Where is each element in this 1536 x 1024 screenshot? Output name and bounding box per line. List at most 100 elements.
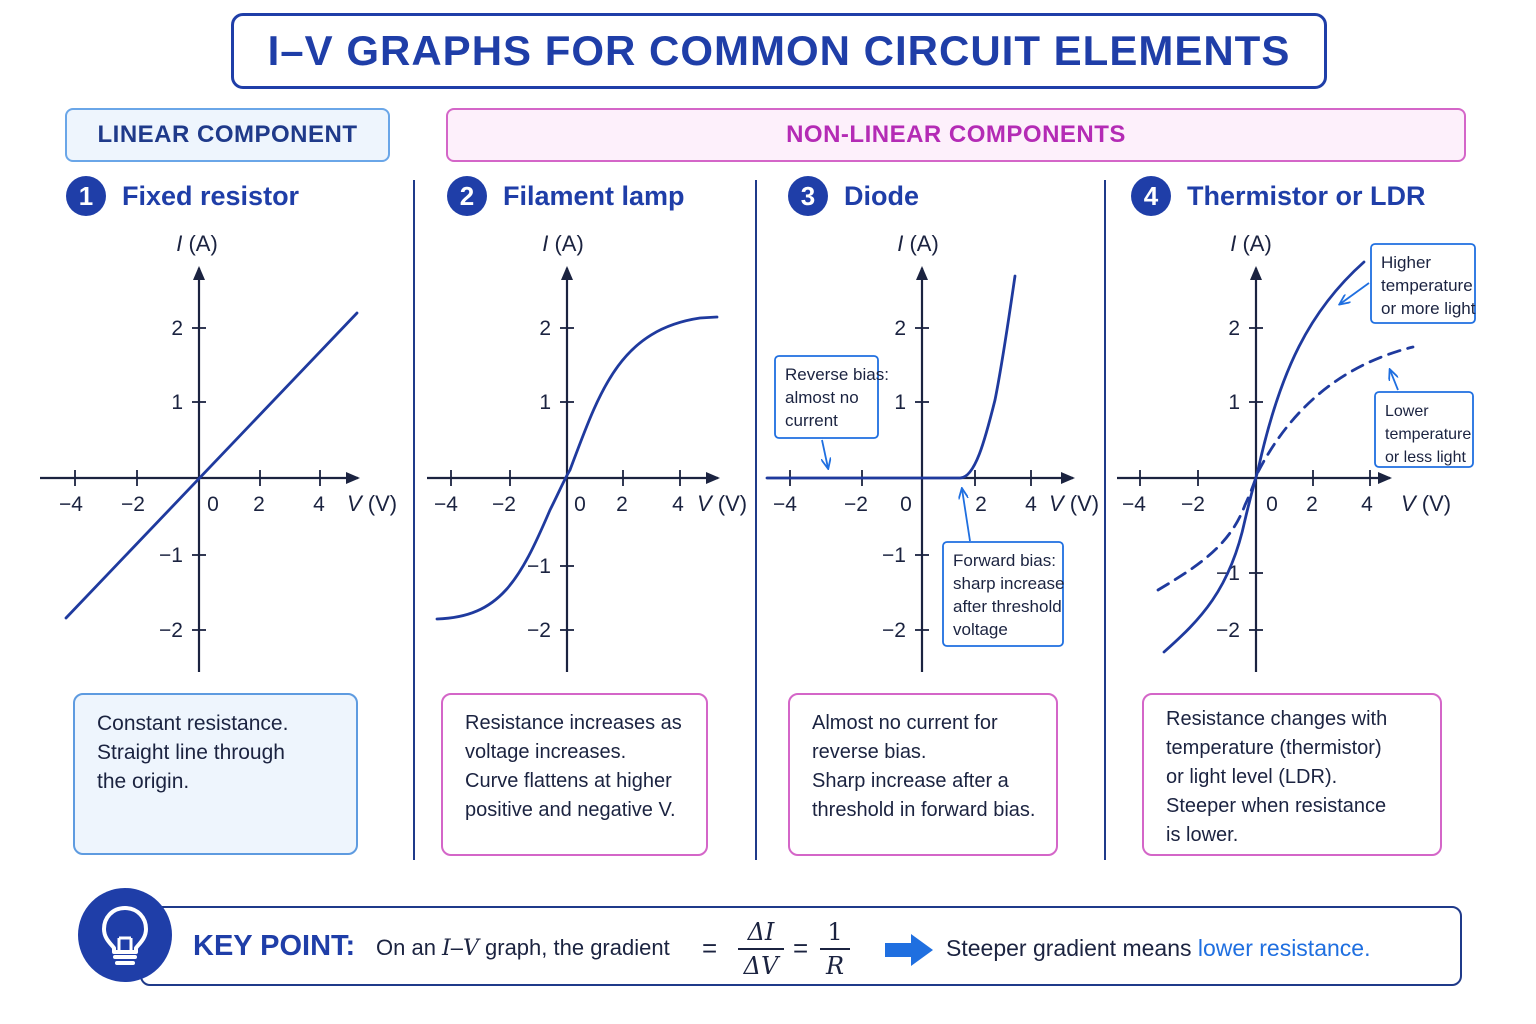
- description-line: Resistance changes with: [1166, 708, 1388, 730]
- x-tick-label: 4: [1025, 493, 1037, 516]
- fraction-denominator: ΔV: [743, 952, 779, 980]
- description-line: threshold in forward bias.: [812, 799, 1036, 821]
- fraction-gradient: ΔI ΔV: [738, 918, 784, 980]
- callout-line: Lower: [1385, 403, 1429, 420]
- panel-header-thermistor: 4 Thermistor or LDR: [1131, 176, 1426, 216]
- panel-number: 1: [66, 176, 106, 216]
- x-tick-label: 4: [1361, 493, 1373, 516]
- key-point-text: On an I–V graph, the gradient: [376, 935, 670, 961]
- x-tick-label: −4: [773, 493, 797, 516]
- diode-curve: [765, 274, 1017, 480]
- curves-layer: [64, 260, 1415, 654]
- callout-line: Reverse bias:: [785, 365, 889, 384]
- description-line: Curve flattens at higher: [465, 770, 672, 792]
- lightbulb-icon: [78, 888, 172, 982]
- y-tick-label: 1: [171, 391, 183, 414]
- description-resistor: Constant resistance. Straight line throu…: [73, 693, 358, 855]
- panel-header-resistor: 1 Fixed resistor: [66, 176, 299, 216]
- x-tick-label: −2: [844, 493, 868, 516]
- x-tick-label: 4: [672, 493, 684, 516]
- y-tick-label: 2: [539, 317, 551, 340]
- thermistor-high-curve: [1162, 260, 1366, 654]
- callout-box: [942, 541, 1064, 647]
- description-diode: Almost no current for reverse bias. Shar…: [788, 693, 1058, 856]
- description-lamp: Resistance increases as voltage increase…: [441, 693, 708, 856]
- x-tick-label: −4: [434, 493, 458, 516]
- x-tick-label: −2: [1181, 493, 1205, 516]
- key-point-result: Steeper gradient means lower resistance.: [946, 935, 1370, 962]
- y-tick-label: −2: [882, 619, 906, 642]
- x-tick-label: 4: [313, 493, 325, 516]
- key-text-part: graph, the gradient: [478, 935, 670, 960]
- nonlinear-category-header: NON-LINEAR COMPONENTS: [446, 108, 1466, 162]
- panel-number: 2: [447, 176, 487, 216]
- arrow-right-icon: [885, 934, 933, 966]
- callout-arrow: [822, 439, 828, 468]
- key-text-part: On an: [376, 935, 443, 960]
- callout-line: Higher: [1381, 253, 1431, 272]
- x-tick-label: −4: [1122, 493, 1146, 516]
- x-axis-label: V (V): [1401, 491, 1451, 516]
- key-text-i: I: [442, 936, 451, 961]
- callout-line: voltage: [953, 620, 1008, 639]
- x-axis-label: V (V): [697, 491, 747, 516]
- key-point-label: KEY POINT:: [193, 930, 356, 962]
- x-tick-label: 0: [1266, 493, 1278, 516]
- description-line: Steeper when resistance: [1166, 795, 1387, 817]
- fraction-denominator: R: [825, 952, 845, 980]
- description-thermistor: Resistance changes with temperature (the…: [1142, 693, 1442, 856]
- x-axis-label: V (V): [1049, 491, 1099, 516]
- description-line: positive and negative V.: [465, 799, 676, 821]
- description-line: Straight line through: [97, 741, 285, 764]
- y-tick-label: 2: [171, 317, 183, 340]
- callout-arrow: [962, 489, 971, 542]
- equals-sign: =: [793, 933, 809, 963]
- x-tick-label: 2: [616, 493, 628, 516]
- description-line: the origin.: [97, 770, 190, 793]
- description-line: temperature (thermistor): [1166, 737, 1382, 759]
- fraction-inverse-r: 1 R: [820, 918, 850, 980]
- callout-line: current: [785, 411, 838, 430]
- panel-number: 4: [1131, 176, 1171, 216]
- key-text-dash: –: [450, 935, 463, 960]
- y-tick-label: 1: [894, 391, 906, 414]
- x-tick-label: 0: [207, 493, 219, 516]
- page-title-box: I–V GRAPHS FOR COMMON CIRCUIT ELEMENTS: [231, 13, 1327, 89]
- callout-box: [774, 355, 879, 439]
- x-tick-label: 0: [574, 493, 586, 516]
- y-tick-label: −1: [527, 555, 551, 578]
- axes-layer: −4 −2 0 2 4 2 1 −1 −2 I (A) V (V) −4 −2 0 2 4 2 1 −1 −2 I (A…: [40, 231, 1451, 672]
- description-line: reverse bias.: [812, 741, 927, 763]
- equals-sign: =: [702, 933, 718, 963]
- fraction-numerator: ΔI: [747, 918, 775, 946]
- callout-higher-temperature: Higher temperature or more light: [1370, 243, 1476, 324]
- panel-title: Diode: [844, 180, 920, 211]
- description-line: voltage increases.: [465, 741, 627, 763]
- y-axis-label: I (A): [176, 231, 218, 256]
- key-text-v: V: [463, 936, 479, 961]
- panel-title: Thermistor or LDR: [1187, 180, 1426, 211]
- callout-line: sharp increase: [953, 574, 1065, 593]
- panel-header-lamp: 2 Filament lamp: [447, 176, 685, 216]
- callout-arrow: [1340, 282, 1370, 304]
- y-tick-label: −1: [159, 544, 183, 567]
- callout-line: temperature: [1385, 426, 1471, 443]
- callout-line: temperature: [1381, 276, 1473, 295]
- callout-lower-temperature: Lower temperature or less light: [1374, 391, 1474, 468]
- y-tick-label: −1: [882, 544, 906, 567]
- callout-box: [1374, 391, 1474, 468]
- fraction-numerator: 1: [827, 918, 843, 946]
- y-tick-label: −2: [1216, 619, 1240, 642]
- x-axis-label: V (V): [347, 491, 397, 516]
- y-tick-label: −2: [527, 619, 551, 642]
- y-axis-label: I (A): [897, 231, 939, 256]
- callout-line: or more light: [1381, 299, 1476, 318]
- graph-axes-2: −4 −2 0 2 4 2 1 −1 −2 I (A) V (V): [427, 231, 747, 672]
- y-tick-label: 1: [1228, 391, 1240, 414]
- key-result-text: Steeper gradient means: [946, 935, 1198, 961]
- callouts-layer: Reverse bias: almost no current Forward bia…: [774, 243, 1476, 647]
- graph-axes-4: −4 −2 0 2 421−1−2I (A)V (V): [1117, 231, 1451, 672]
- x-tick-label: −2: [492, 493, 516, 516]
- panel-divider: [413, 180, 415, 860]
- panel-title: Filament lamp: [503, 180, 685, 211]
